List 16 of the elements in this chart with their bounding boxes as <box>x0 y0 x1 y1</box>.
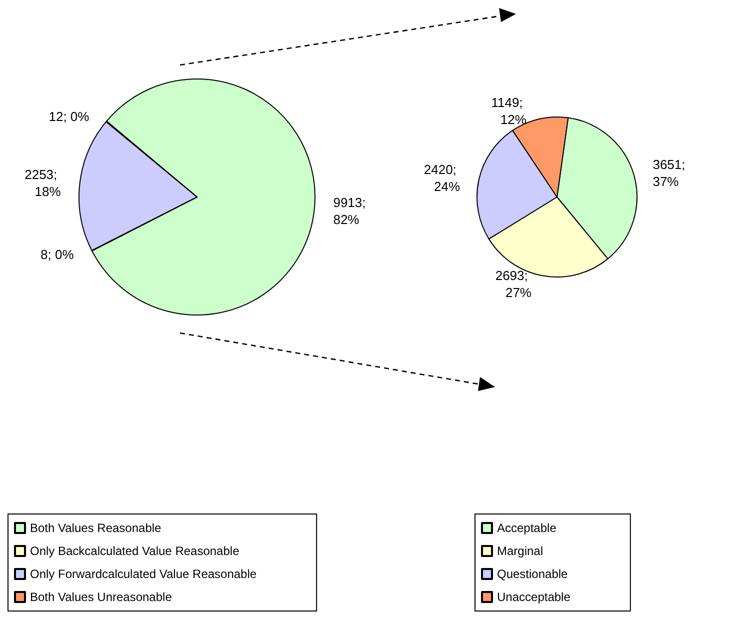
data-label: 2420; 24% <box>424 162 460 194</box>
data-label: 3651; 37% <box>652 157 689 190</box>
data-label: 2253; 18% <box>24 167 62 200</box>
data-label: 8; 0% <box>40 246 74 262</box>
legend-label: Marginal <box>497 544 544 558</box>
legend-label: Both Values Reasonable <box>30 521 162 535</box>
legend-label: Both Values Unreasonable <box>30 590 172 604</box>
legend-label: Questionable <box>497 567 568 581</box>
legend-label: Acceptable <box>497 521 557 535</box>
data-label: 9913; 82% <box>333 195 370 228</box>
data-label: 2693; 27% <box>495 268 532 300</box>
legend-label: Unacceptable <box>497 590 571 604</box>
legend-label: Only Forwardcalculated Value Reasonable <box>30 567 257 581</box>
data-label: 1149; 12% <box>491 95 527 128</box>
data-label: 12; 0% <box>48 108 90 124</box>
legend-label: Only Backcalculated Value Reasonable <box>30 544 240 558</box>
